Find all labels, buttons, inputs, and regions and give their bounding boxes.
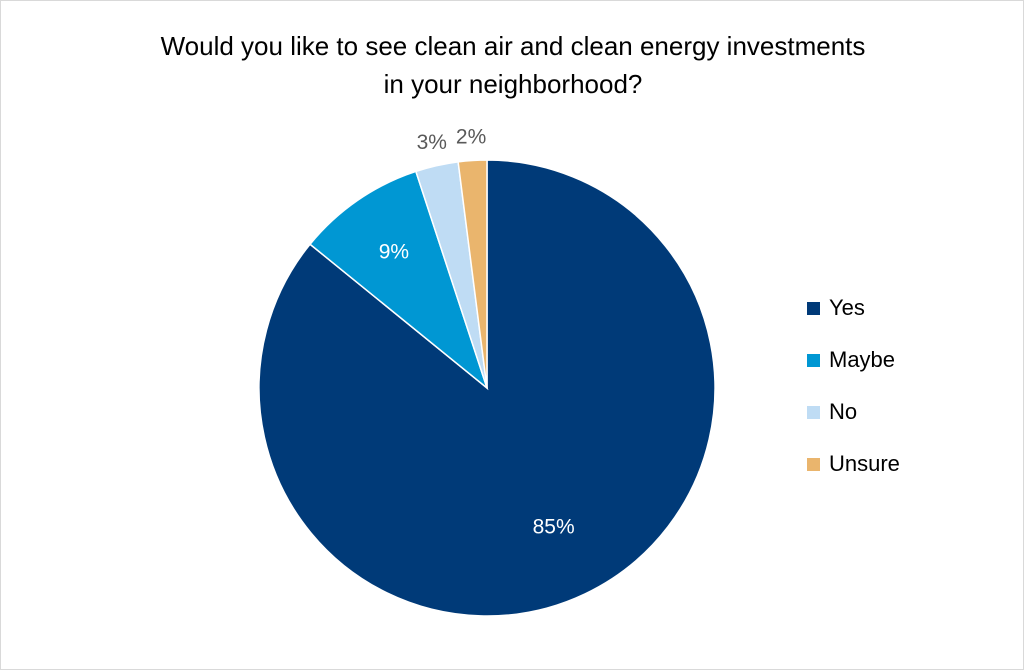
legend-label-no: No (829, 399, 858, 424)
legend-label-maybe: Maybe (829, 347, 896, 372)
pie-slice-unsure (457, 159, 488, 389)
legend-label-yes: Yes (829, 295, 865, 320)
data-label-yes: 85% (533, 516, 575, 539)
pie-slice-maybe (308, 170, 489, 391)
data-label-no: 3% (417, 131, 447, 154)
chart-title-line-1: Would you like to see clean air and clea… (160, 31, 866, 61)
legend-item-maybe: Maybe (807, 334, 900, 386)
legend-item-unsure: Unsure (807, 438, 900, 490)
legend-item-no: No (807, 386, 900, 438)
legend-item-yes: Yes (807, 282, 900, 334)
chart-title-line-2: in your neighborhood? (383, 69, 643, 99)
chart-title: Would you like to see clean air and clea… (1, 27, 1024, 103)
data-label-unsure: 2% (456, 125, 486, 148)
legend-label-unsure: Unsure (829, 451, 900, 476)
legend-swatch-maybe (807, 353, 820, 367)
legend-swatch-yes (807, 301, 820, 315)
legend-swatch-unsure (807, 457, 820, 471)
legend-swatch-no (807, 405, 820, 419)
legend: Yes Maybe No Unsure (807, 282, 900, 490)
data-label-maybe: 9% (379, 240, 409, 263)
